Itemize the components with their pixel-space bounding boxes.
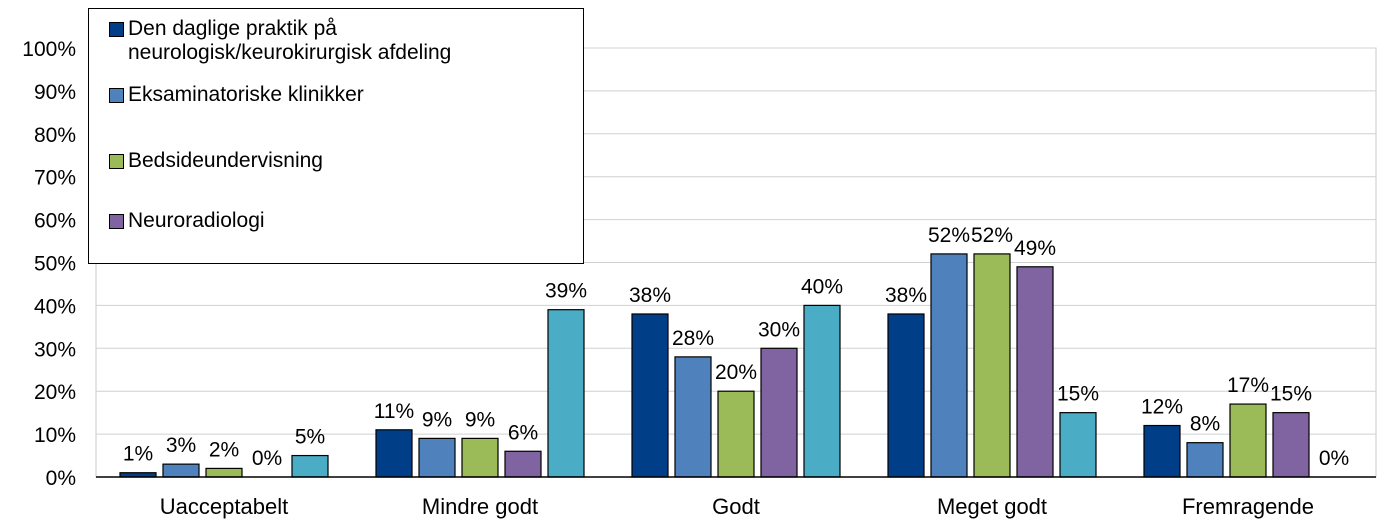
data-label: 38%	[885, 284, 927, 307]
y-tick-label: 80%	[34, 124, 76, 147]
data-label: 52%	[928, 224, 970, 247]
data-label: 28%	[672, 327, 714, 350]
legend-item-series-1: Den daglige praktik på neurologisk/keuro…	[109, 17, 568, 65]
data-label: 40%	[801, 275, 843, 298]
bar	[760, 347, 798, 478]
bars	[119, 253, 1310, 478]
y-tick-label: 70%	[34, 167, 76, 190]
bar	[717, 390, 755, 478]
x-tick-label: Uacceptabelt	[160, 494, 288, 519]
data-label: 3%	[166, 434, 196, 457]
data-label: 11%	[374, 400, 414, 423]
y-tick-label: 60%	[34, 210, 76, 233]
legend-swatch-series-3	[109, 154, 124, 169]
bar	[504, 450, 542, 478]
y-axis-tick-labels: 0% 10% 20% 30% 40% 50% 60% 70% 80% 90% 100%	[22, 38, 76, 490]
y-tick-label: 20%	[34, 381, 76, 404]
data-label: 9%	[465, 408, 495, 431]
bar	[162, 463, 200, 478]
x-tick-label: Mindre godt	[422, 494, 538, 519]
data-label: 49%	[1014, 237, 1056, 260]
legend-swatch-series-2	[109, 88, 124, 103]
bar	[461, 437, 499, 478]
data-label: 2%	[209, 438, 239, 461]
y-tick-label: 30%	[34, 338, 76, 361]
data-label: 0%	[252, 447, 282, 470]
bar	[674, 356, 712, 478]
x-tick-label: Fremragende	[1182, 494, 1314, 519]
legend-swatch-series-1	[109, 22, 124, 37]
y-tick-label: 100%	[22, 38, 76, 61]
data-label: 9%	[422, 408, 452, 431]
bar	[1272, 412, 1310, 478]
data-label: 20%	[715, 361, 757, 384]
data-labels: 1% 3% 2% 0%5%11% 9% 9%6%39% 38%28%20%30%40% 38%…	[123, 224, 1349, 470]
legend-item-series-4: Neuroradiologi	[109, 209, 568, 233]
y-tick-label: 50%	[34, 253, 76, 276]
bar	[631, 313, 669, 478]
x-tick-label: Godt	[712, 494, 760, 519]
data-label: 30%	[758, 318, 800, 341]
bar	[375, 429, 413, 478]
data-label: 8%	[1190, 413, 1220, 436]
data-label: 1%	[123, 443, 153, 466]
legend-item-series-2: Eksaminatoriske klinikker	[109, 83, 568, 107]
bar	[1016, 266, 1054, 478]
y-tick-label: 40%	[34, 295, 76, 318]
bar	[887, 313, 925, 478]
bar	[291, 454, 329, 478]
x-tick-label: Meget godt	[937, 494, 1047, 519]
legend-label-series-2: Eksaminatoriske klinikker	[128, 83, 364, 106]
bar	[1229, 403, 1267, 478]
data-label: 38%	[629, 284, 671, 307]
legend-label-series-4: Neuroradiologi	[128, 209, 265, 232]
bar	[1186, 442, 1224, 478]
legend-label-series-3: Bedsideundervisning	[128, 149, 323, 172]
legend-item-series-3: Bedsideundervisning	[109, 149, 568, 173]
data-label: 0%	[1319, 447, 1349, 470]
data-label: 6%	[508, 421, 538, 444]
bar	[1143, 424, 1181, 478]
bar	[930, 253, 968, 478]
data-label: 17%	[1227, 374, 1269, 397]
data-label: 5%	[295, 426, 325, 449]
x-axis-tick-labels: Uacceptabelt Mindre godt Godt Meget godt Fre…	[160, 494, 1314, 519]
bar	[547, 309, 585, 478]
y-tick-label: 90%	[34, 81, 76, 104]
y-tick-label: 10%	[34, 424, 76, 447]
data-label: 12%	[1141, 396, 1183, 419]
y-tick-label: 0%	[46, 467, 76, 490]
legend-swatch-series-4	[109, 214, 124, 229]
data-label: 15%	[1270, 383, 1312, 406]
legend-label-series-1: Den daglige praktik på neurologisk/keuro…	[128, 17, 452, 64]
data-label: 52%	[971, 224, 1013, 247]
bar	[418, 437, 456, 478]
bar	[1059, 412, 1097, 478]
bar	[205, 467, 243, 478]
data-label: 39%	[545, 280, 587, 303]
data-label: 15%	[1057, 383, 1099, 406]
bar	[803, 304, 841, 478]
legend: Den daglige praktik på neurologisk/keuro…	[88, 8, 584, 264]
bar	[973, 253, 1011, 478]
